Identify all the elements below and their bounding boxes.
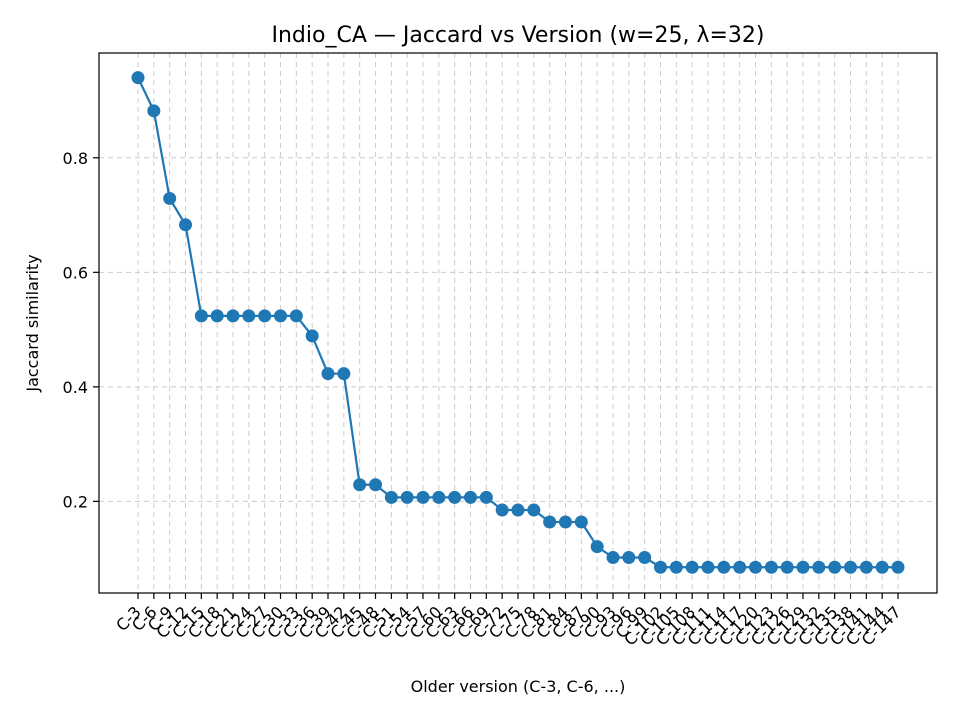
data-point <box>258 309 272 323</box>
data-point <box>416 490 430 504</box>
data-point <box>369 478 382 492</box>
data-points <box>131 71 905 574</box>
data-point <box>574 515 588 529</box>
data-point <box>764 560 778 574</box>
data-point <box>543 515 557 529</box>
data-point <box>179 218 192 232</box>
y-tick-label: 0.8 <box>63 149 88 168</box>
y-tick-label: 0.4 <box>63 378 88 397</box>
series <box>137 77 898 569</box>
data-point <box>353 478 367 492</box>
data-point <box>289 309 303 323</box>
data-point <box>337 367 351 381</box>
data-point <box>780 560 794 574</box>
x-axis-label: Older version (C-3, C-6, ...) <box>411 677 626 696</box>
data-point <box>891 560 905 574</box>
data-point <box>495 503 509 517</box>
data-point <box>384 490 398 504</box>
chart-title: Indio_CA — Jaccard vs Version (w=25, λ=3… <box>271 23 764 48</box>
data-point <box>685 560 699 574</box>
data-point <box>701 560 715 574</box>
data-point <box>321 367 335 381</box>
data-point <box>875 560 889 574</box>
data-point <box>590 540 604 554</box>
y-axis-label: Jaccard similarity <box>23 254 42 392</box>
data-point <box>733 560 747 574</box>
data-point <box>305 329 319 343</box>
data-point <box>606 550 620 564</box>
data-point <box>163 191 177 205</box>
data-point <box>274 309 287 323</box>
data-point <box>622 550 636 564</box>
data-point <box>400 490 414 504</box>
data-point <box>226 309 240 323</box>
x-axis-ticks: C-3C-6C-9C-12C-15C-18C-21C-24C-27C-30C-3… <box>112 593 905 649</box>
data-point <box>669 560 683 574</box>
data-point <box>147 104 161 118</box>
data-point <box>717 560 731 574</box>
jaccard-series-line <box>137 77 898 569</box>
data-point <box>796 560 810 574</box>
data-point <box>210 309 224 323</box>
data-point <box>131 71 145 85</box>
data-point <box>432 490 446 504</box>
data-point <box>654 560 667 574</box>
data-point <box>859 560 873 574</box>
data-point <box>511 503 525 517</box>
y-tick-label: 0.6 <box>63 263 88 282</box>
y-tick-label: 0.2 <box>63 492 88 511</box>
data-point <box>527 503 541 517</box>
data-point <box>242 309 256 323</box>
data-point <box>194 309 208 323</box>
data-point <box>638 550 652 564</box>
data-point <box>559 515 572 529</box>
data-point <box>844 560 857 574</box>
data-point <box>812 560 826 574</box>
data-point <box>749 560 762 574</box>
y-axis-ticks: 0.2 0.4 0.6 0.8 <box>63 149 99 511</box>
data-point <box>479 490 493 504</box>
data-point <box>828 560 842 574</box>
data-point <box>448 490 462 504</box>
data-point <box>464 490 477 504</box>
